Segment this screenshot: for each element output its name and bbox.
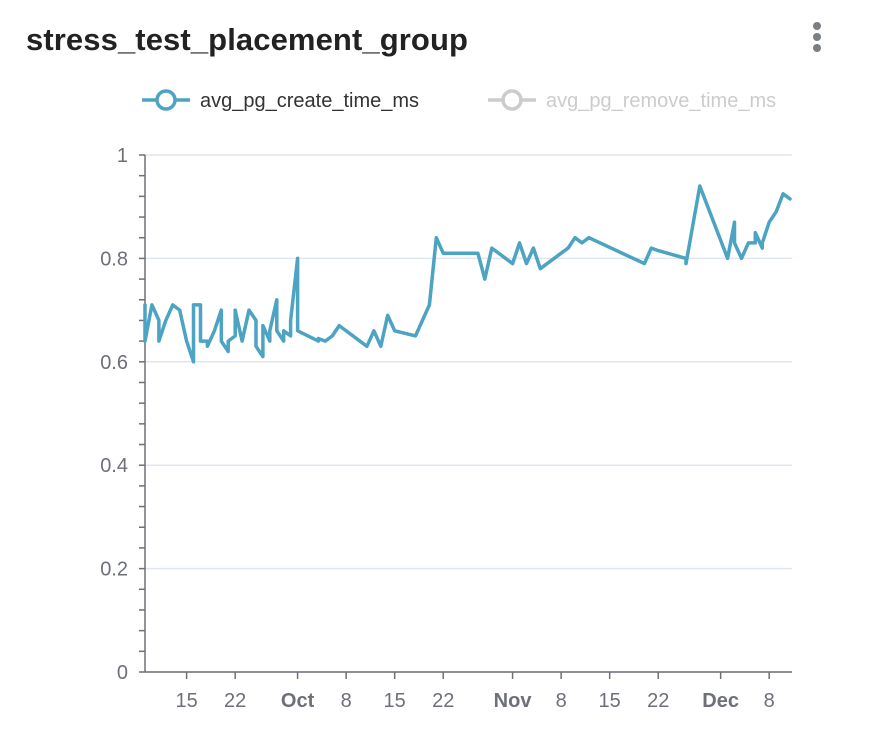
x-tick-label: 8 <box>764 690 775 712</box>
legend-label: avg_pg_create_time_ms <box>200 90 419 112</box>
x-tick-label: 22 <box>432 690 454 712</box>
x-tick-label: 8 <box>341 690 352 712</box>
kebab-dot <box>813 22 821 30</box>
legend-label: avg_pg_remove_time_ms <box>546 90 776 112</box>
x-tick-label: 15 <box>384 690 406 712</box>
x-tick-label: Dec <box>702 690 739 712</box>
legend-marker-icon <box>501 89 523 111</box>
y-tick-label: 0.6 <box>100 352 128 374</box>
more-options-icon[interactable] <box>806 20 828 56</box>
y-tick-label: 0 <box>117 662 128 684</box>
x-tick-label: 15 <box>599 690 621 712</box>
x-tick-label: Nov <box>494 690 533 712</box>
x-tick-label: 15 <box>175 690 197 712</box>
legend-item-avg-pg-create-time-ms[interactable]: avg_pg_create_time_ms <box>142 89 419 112</box>
legend-marker-icon <box>155 89 177 111</box>
y-tick-label: 0.8 <box>100 248 128 270</box>
x-tick-label: Oct <box>281 690 315 712</box>
kebab-dot <box>813 33 821 41</box>
series-line-avg-pg-create-time-ms <box>143 184 792 364</box>
kebab-dot <box>813 44 821 52</box>
y-tick-label: 0.2 <box>100 559 128 581</box>
y-tick-label: 0.4 <box>100 455 128 477</box>
x-tick-label: 22 <box>647 690 669 712</box>
panel-title: stress_test_placement_group <box>26 22 469 57</box>
x-tick-label: 22 <box>224 690 246 712</box>
legend-item-avg-pg-remove-time-ms[interactable]: avg_pg_remove_time_ms <box>488 89 776 112</box>
y-tick-label: 1 <box>117 145 128 167</box>
x-tick-label: 8 <box>556 690 567 712</box>
